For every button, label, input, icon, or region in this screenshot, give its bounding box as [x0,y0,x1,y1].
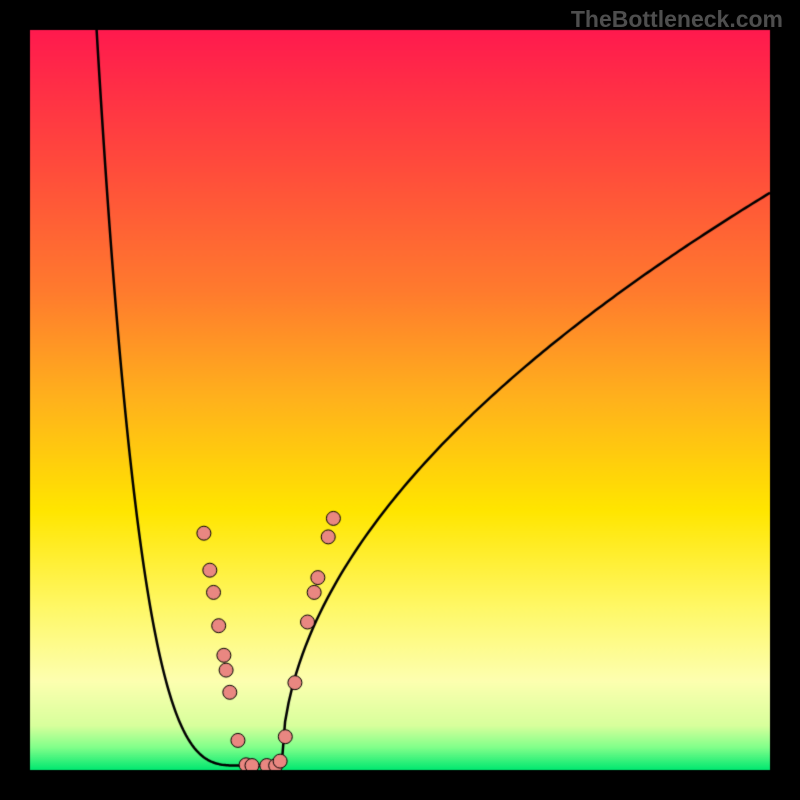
bottleneck-chart: TheBottleneck.com [0,0,800,800]
watermark-text: TheBottleneck.com [571,6,783,33]
chart-canvas [0,0,800,800]
